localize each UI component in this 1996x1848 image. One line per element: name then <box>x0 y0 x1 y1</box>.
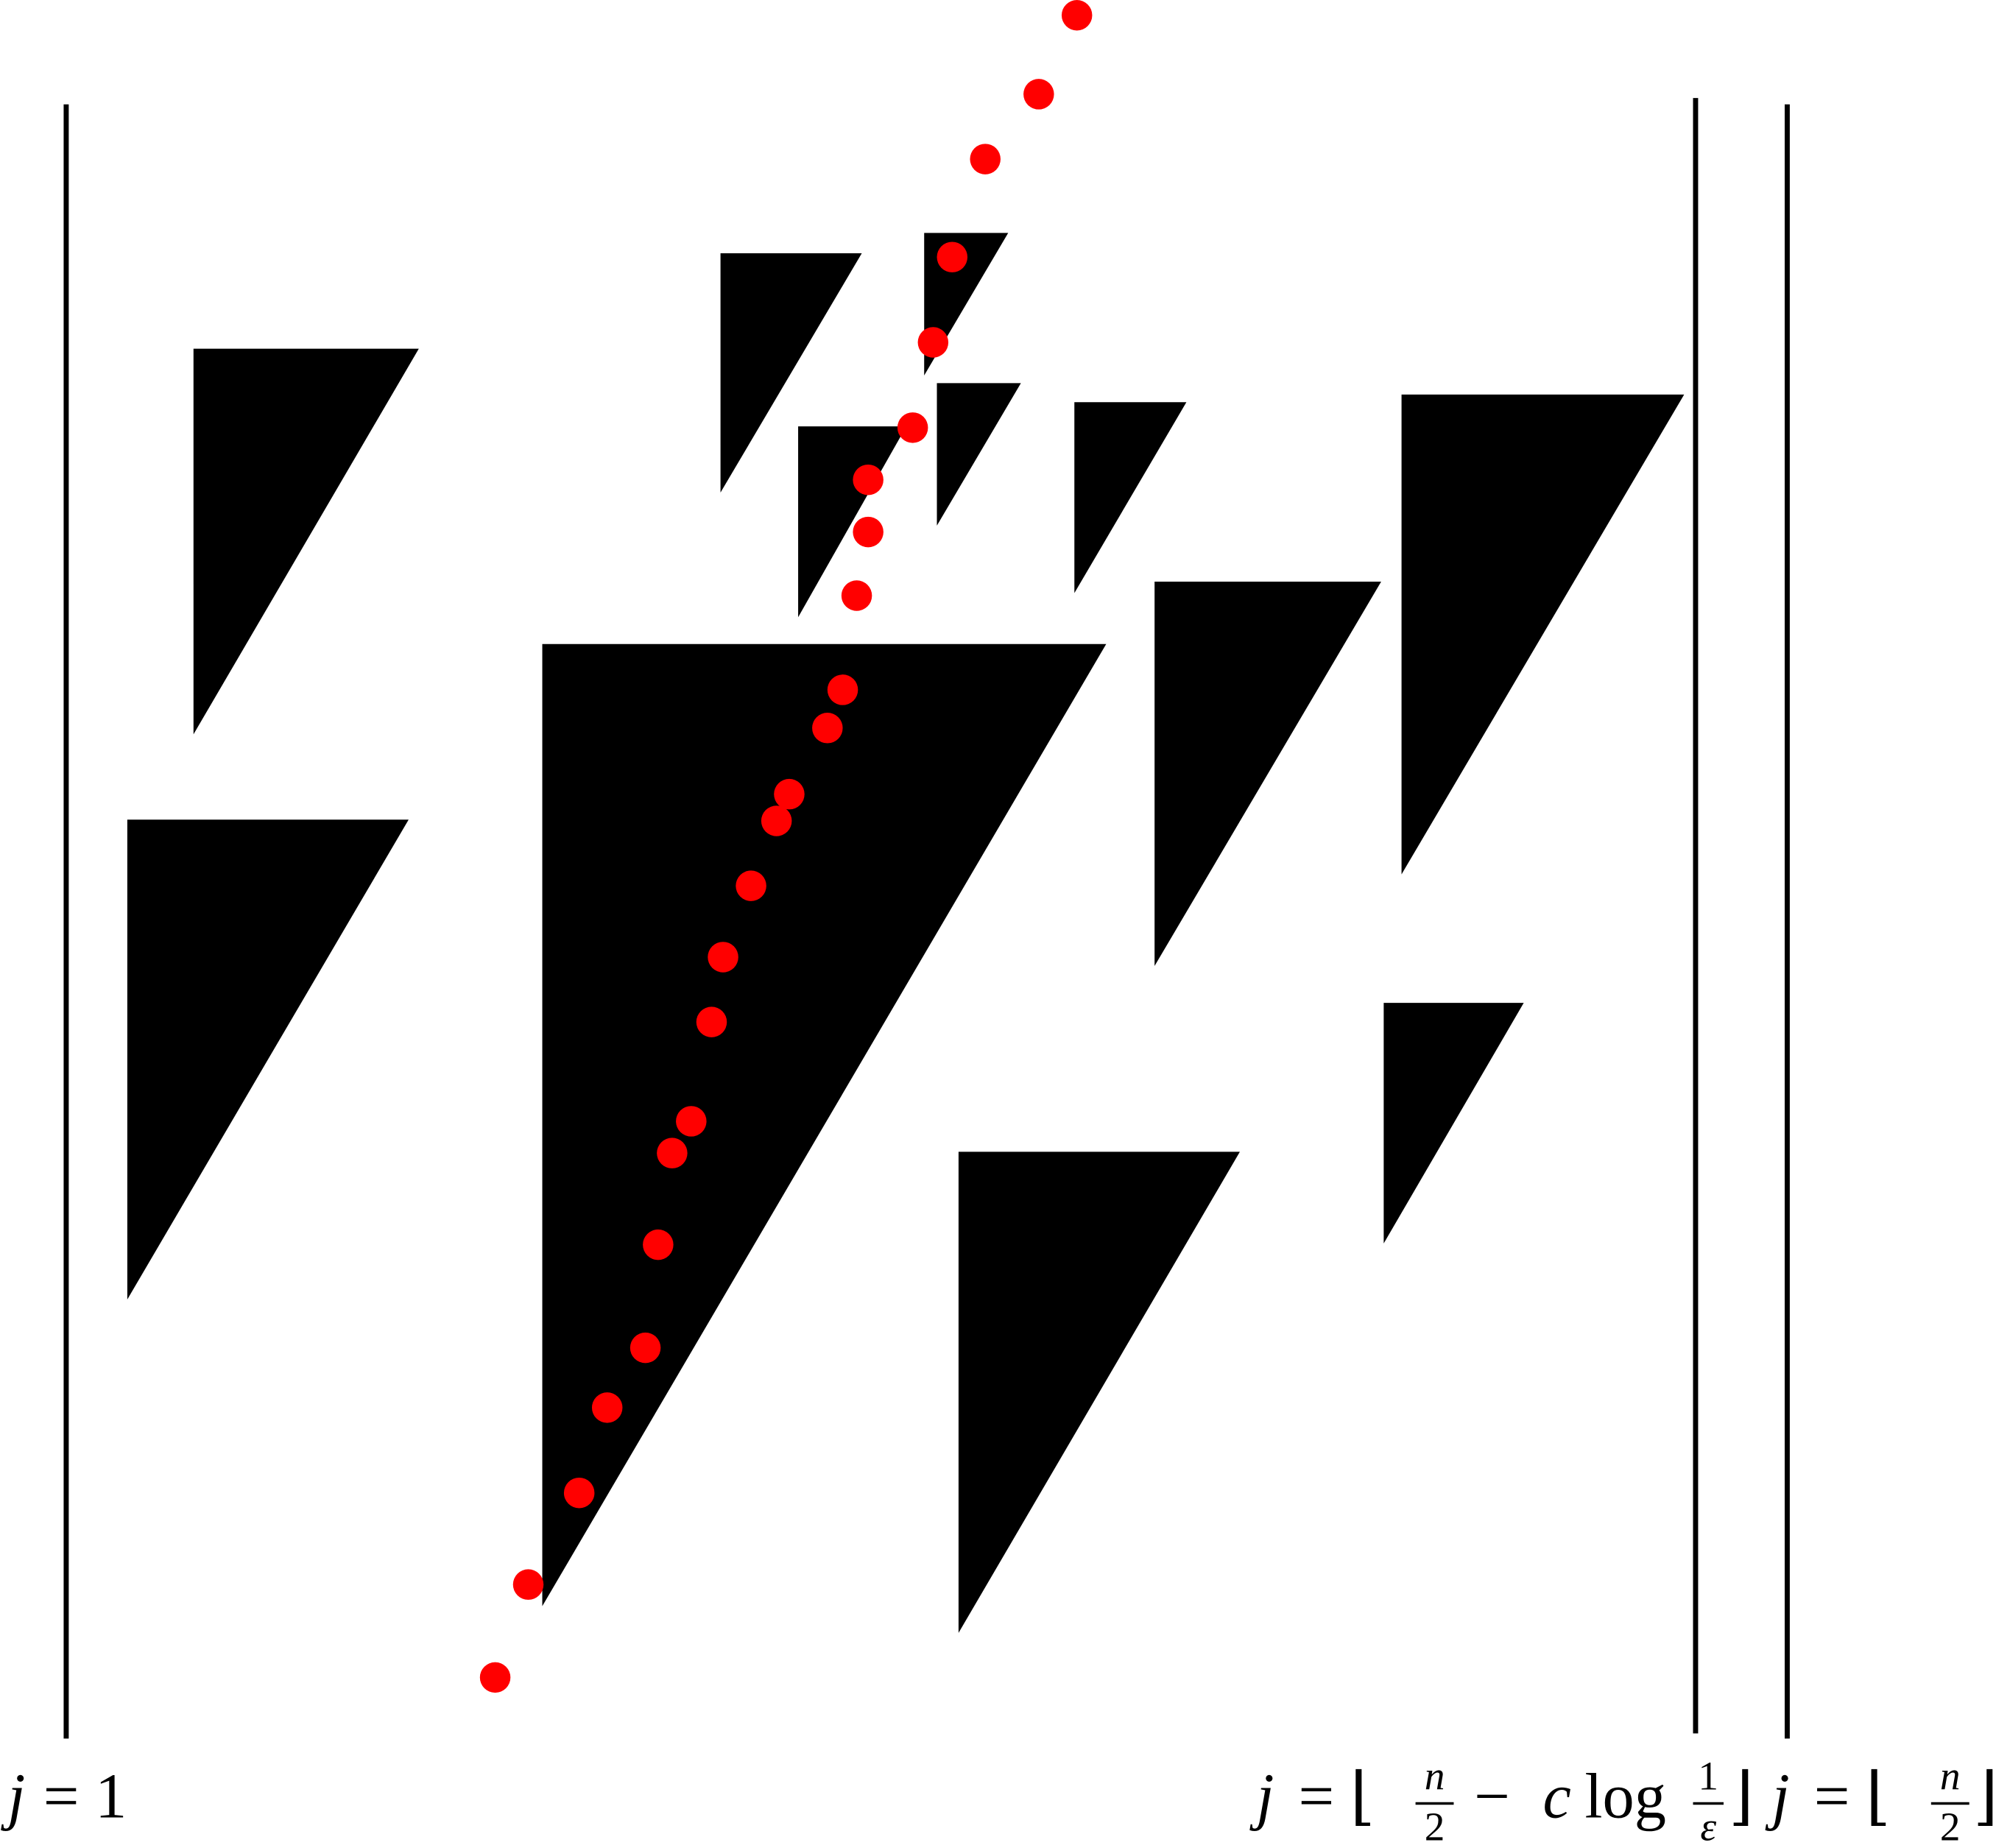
dot <box>917 327 949 358</box>
label-var: j <box>1765 1761 1790 1832</box>
triangle <box>937 383 1021 526</box>
dot <box>736 870 766 901</box>
label-log: log <box>1585 1761 1666 1832</box>
dot <box>827 674 858 705</box>
frac-den: 2 <box>1940 1805 1961 1848</box>
dot <box>774 778 805 810</box>
label-rel: = 1 <box>43 1761 127 1832</box>
label-rel: = ⌊ <box>1814 1761 1891 1832</box>
label-var: j <box>1249 1761 1274 1832</box>
boundaries <box>63 98 1790 1739</box>
dot <box>1023 79 1054 110</box>
dot <box>479 1662 511 1693</box>
dot <box>512 1569 544 1600</box>
label-rel: = ⌊ <box>1299 1761 1375 1832</box>
triangle <box>1383 1003 1524 1244</box>
label-close: ⌋ <box>1729 1761 1754 1832</box>
dot <box>657 1138 688 1168</box>
frac-num: 1 <box>1698 1753 1718 1798</box>
triangle <box>1154 581 1381 967</box>
label-c: c <box>1542 1761 1570 1832</box>
dot <box>937 241 968 272</box>
label-middle: j = ⌊ n 2 − c log 1 ε ⌋ <box>1249 1753 1753 1848</box>
frac-num: n <box>1425 1753 1445 1798</box>
dot <box>591 1392 623 1423</box>
dot <box>643 1229 674 1260</box>
triangle <box>542 643 1107 1607</box>
dot <box>696 1006 727 1037</box>
label-right: j = ⌊ n 2 ⌋ <box>1765 1753 1996 1848</box>
dot <box>970 144 1001 174</box>
label-var: j <box>0 1761 25 1832</box>
triangle <box>1401 394 1685 875</box>
frac-den: ε <box>1700 1805 1716 1848</box>
dot <box>761 805 792 836</box>
dot <box>853 516 884 548</box>
triangle <box>127 819 409 1299</box>
dot <box>812 713 843 744</box>
label-minus: − <box>1474 1761 1510 1832</box>
triangle <box>720 253 862 493</box>
dot <box>676 1106 707 1137</box>
triangle <box>193 348 419 735</box>
dot <box>630 1332 661 1364</box>
dot <box>841 580 872 611</box>
dot <box>897 412 928 443</box>
dot <box>563 1477 595 1509</box>
frac-den: 2 <box>1425 1805 1445 1848</box>
triangles <box>127 233 1685 1633</box>
triangle <box>958 1152 1241 1633</box>
label-left: j = 1 <box>0 1761 127 1832</box>
path-dots <box>479 0 1093 1693</box>
label-close: ⌋ <box>1973 1761 1996 1832</box>
dot <box>853 464 884 495</box>
dot <box>708 942 738 973</box>
triangle <box>1074 402 1187 593</box>
frac-num: n <box>1940 1753 1961 1798</box>
dot <box>1061 0 1093 31</box>
